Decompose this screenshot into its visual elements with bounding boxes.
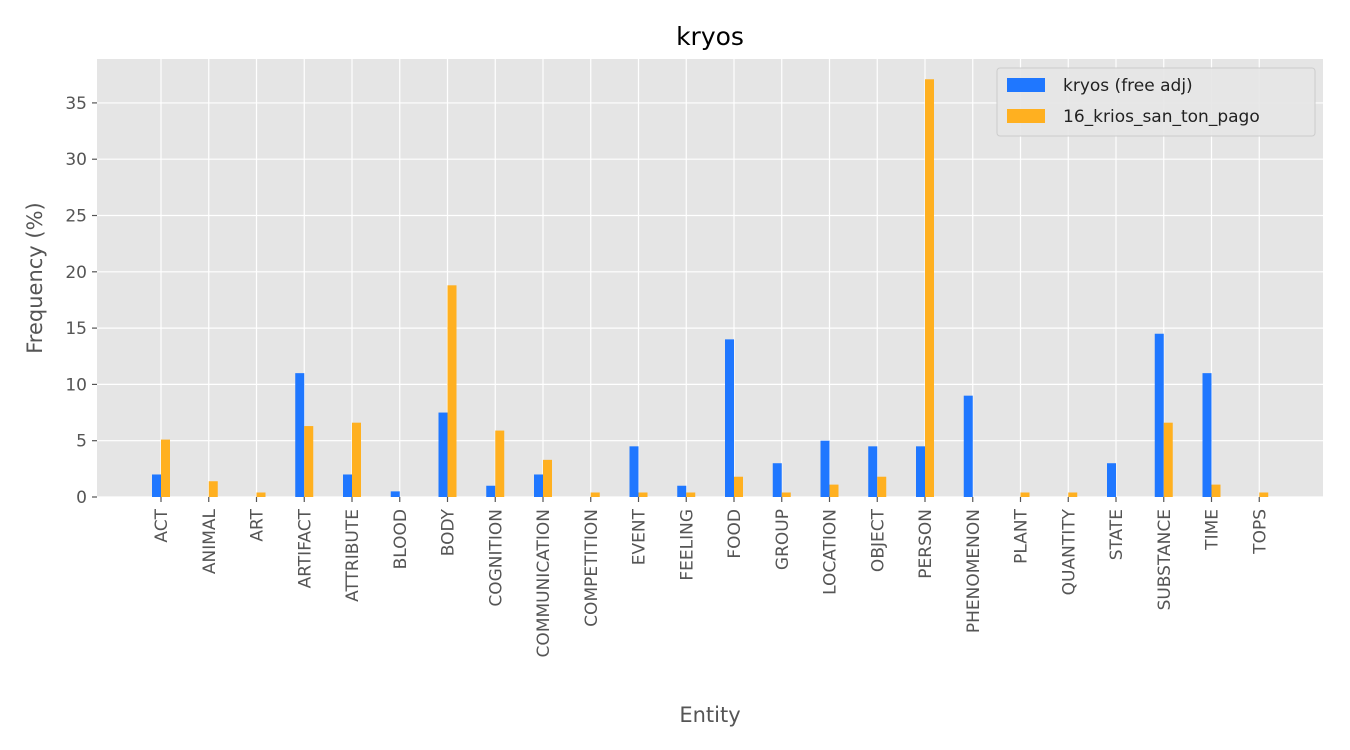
x-tick-label: PERSON (916, 509, 936, 579)
x-tick-label: ACT (152, 508, 172, 542)
x-tick-label: GROUP (773, 509, 793, 570)
x-tick-label: BLOOD (391, 509, 411, 569)
y-tick-label: 25 (65, 207, 87, 227)
legend-swatch (1007, 109, 1045, 123)
x-tick-label: PLANT (1012, 508, 1032, 563)
bar (629, 446, 639, 497)
bar (1020, 492, 1030, 497)
bar (1154, 333, 1164, 497)
y-axis: 0 5 10 15 20 25 30 35 (65, 94, 97, 508)
bar (963, 395, 973, 497)
bar (495, 430, 505, 497)
bar (1211, 484, 1221, 497)
bar (1163, 422, 1173, 497)
bar (1259, 492, 1269, 497)
bar (534, 474, 543, 497)
y-tick-label: 5 (76, 432, 87, 452)
x-tick-label: SUBSTANCE (1155, 509, 1175, 610)
bar (916, 446, 925, 497)
y-tick-label: 30 (65, 150, 87, 170)
y-tick-label: 20 (65, 263, 87, 283)
x-tick-label: TIME (1203, 509, 1223, 551)
bar (486, 485, 496, 497)
bar (390, 491, 400, 497)
x-tick-label: ART (248, 508, 268, 541)
bar (638, 492, 648, 497)
bar (829, 484, 839, 497)
bar (343, 474, 352, 497)
bar (543, 459, 552, 497)
legend-label: kryos (free adj) (1063, 76, 1193, 96)
bar (161, 439, 170, 497)
y-axis-label: Frequency (%) (23, 202, 47, 354)
x-tick-label: ANIMAL (200, 508, 220, 574)
legend-label: 16_krios_san_ton_pago (1063, 107, 1260, 127)
bar (677, 485, 687, 497)
bar (877, 476, 887, 497)
bar (208, 481, 218, 497)
x-tick-label: OBJECT (868, 508, 888, 572)
bar (590, 492, 600, 497)
bar (352, 422, 361, 497)
bar (686, 492, 696, 497)
x-tick-label: COMPETITION (582, 509, 602, 627)
y-tick-label: 15 (65, 319, 87, 339)
bar (781, 492, 791, 497)
x-axis: ACT ANIMAL ART ARTIFACT ATTRIBUTE BLOOD BODY CO… (152, 497, 1270, 657)
x-tick-label: PHENOMENON (964, 509, 984, 633)
x-tick-label: COGNITION (486, 509, 506, 607)
x-tick-label: COMMUNICATION (534, 509, 554, 657)
bar (295, 373, 305, 497)
bar (820, 440, 830, 497)
y-tick-label: 10 (65, 375, 87, 395)
x-tick-label: FEELING (677, 509, 697, 581)
bars (152, 79, 1269, 498)
x-tick-label: QUANTITY (1059, 508, 1079, 595)
x-tick-label: TOPS (1250, 509, 1270, 555)
x-tick-label: BODY (439, 508, 459, 556)
bar (447, 285, 457, 497)
bar (152, 474, 161, 497)
legend-frame (996, 67, 1316, 137)
bar (725, 339, 734, 497)
bar (1068, 492, 1078, 497)
x-tick-label: ATTRIBUTE (343, 509, 363, 602)
x-tick-label: FOOD (725, 509, 745, 559)
bar (868, 446, 878, 497)
legend: kryos (free adj) 16_krios_san_ton_pago (996, 67, 1316, 137)
x-axis-label: Entity (679, 703, 740, 727)
bar (734, 476, 743, 497)
bar (925, 79, 934, 498)
bar (438, 412, 448, 497)
x-tick-label: STATE (1107, 509, 1127, 560)
x-tick-label: LOCATION (821, 509, 841, 595)
x-tick-label: EVENT (630, 508, 650, 565)
x-tick-label: ARTIFACT (295, 508, 315, 588)
y-tick-label: 0 (76, 488, 87, 508)
bar (304, 426, 314, 497)
bar (1107, 463, 1116, 497)
y-tick-label: 35 (65, 94, 87, 114)
chart-title: kryos (676, 22, 744, 51)
legend-swatch (1007, 78, 1045, 92)
bar (256, 492, 266, 497)
bar (772, 463, 782, 497)
bar (1202, 373, 1212, 497)
